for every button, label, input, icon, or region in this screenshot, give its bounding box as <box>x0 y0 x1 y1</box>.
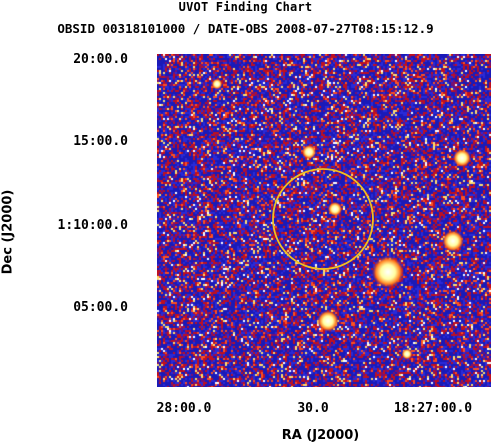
dec-tick-label: 15:00.0 <box>73 134 128 149</box>
dec-tick-label: 05:00.0 <box>73 300 128 315</box>
dec-tick-label: 1:10:00.0 <box>57 218 128 233</box>
ra-axis-label: RA (J2000) <box>281 428 360 443</box>
chart-title: UVOT Finding Chart <box>178 0 313 14</box>
ra-tick-label: 30.0 <box>297 401 329 416</box>
chart-subtitle: OBSID 00318101000 / DATE-OBS 2008-07-27T… <box>57 21 434 36</box>
uvot-sky-image <box>157 54 491 387</box>
dec-tick-label: 20:00.0 <box>73 52 128 67</box>
sky-noise-canvas <box>157 54 491 387</box>
ra-tick-label: 18:27:00.0 <box>393 401 473 416</box>
dec-axis-label: Dec (J2000) <box>0 189 16 275</box>
ra-tick-label: 28:00.0 <box>156 401 212 416</box>
